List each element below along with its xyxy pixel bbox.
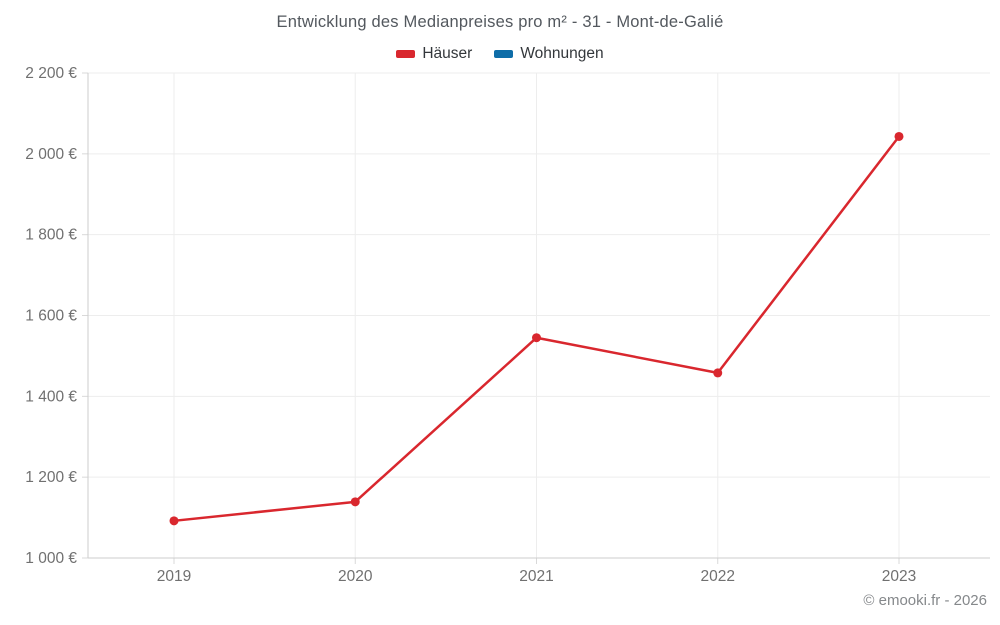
legend-item-wohnungen[interactable]: Wohnungen	[494, 45, 604, 63]
x-axis-label: 2021	[519, 568, 553, 585]
data-point-hauser-2020[interactable]	[350, 497, 360, 507]
series-hauser	[169, 131, 904, 526]
legend-swatch-icon	[494, 50, 514, 58]
x-gridlines	[173, 73, 900, 564]
x-axis-label: 2020	[338, 568, 373, 585]
legend: Häuser Wohnungen	[0, 45, 1000, 63]
legend-item-hauser[interactable]: Häuser	[396, 45, 472, 63]
y-axis-label: 1 200 €	[25, 469, 77, 486]
y-axis-label: 2 000 €	[25, 146, 77, 163]
x-axis-label: 2019	[157, 568, 191, 585]
chart-title: Entwicklung des Medianpreises pro m² - 3…	[276, 13, 724, 31]
x-axis-label: 2023	[882, 568, 916, 585]
watermark-credit: © emooki.fr - 2026	[863, 592, 987, 609]
y-gridlines	[82, 72, 990, 559]
y-axis-label: 1 000 €	[25, 550, 77, 567]
legend-item-label: Wohnungen	[520, 45, 604, 62]
y-axis-label: 2 200 €	[25, 65, 77, 82]
data-point-hauser-2022[interactable]	[713, 368, 723, 378]
y-axis-label: 1 400 €	[25, 388, 77, 405]
data-point-hauser-2023[interactable]	[894, 131, 904, 141]
legend-item-label: Häuser	[422, 45, 473, 62]
data-point-hauser-2021[interactable]	[532, 333, 541, 343]
legend-swatch-icon	[396, 50, 416, 58]
y-axis-label: 1 600 €	[25, 308, 77, 325]
x-axis-label: 2022	[701, 568, 735, 585]
data-point-hauser-2019[interactable]	[169, 516, 179, 526]
y-axis-label: 1 800 €	[25, 227, 77, 244]
